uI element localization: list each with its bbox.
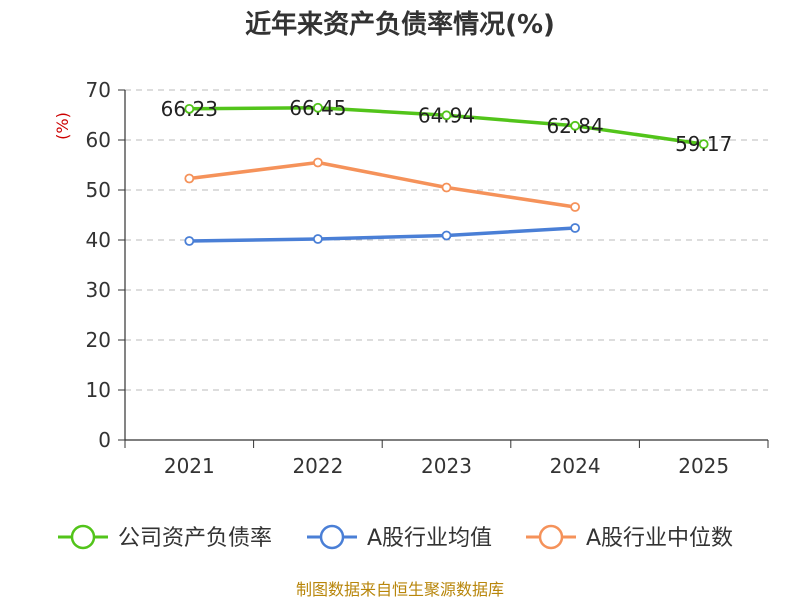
series-0-point-2024 bbox=[570, 120, 580, 131]
chart-title: 近年来资产负债率情况(%) bbox=[245, 9, 555, 40]
y-tick-label-20: 20 bbox=[86, 328, 111, 352]
series-0-point-2023 bbox=[441, 110, 452, 121]
data-label-2021: 66.23 bbox=[161, 97, 218, 121]
legend: 公司资产负债率 A股行业均值 A股行业中位数 bbox=[58, 524, 733, 551]
series-1-point-2021 bbox=[184, 236, 195, 246]
y-tick-label-40: 40 bbox=[86, 228, 111, 252]
series-1-point-2024 bbox=[570, 223, 580, 233]
y-tick-label-70: 70 bbox=[86, 78, 111, 102]
legend-item-0: 公司资产负债率 bbox=[58, 524, 272, 551]
y-tick-label-60: 60 bbox=[86, 128, 111, 152]
legend-marker-0 bbox=[70, 524, 96, 550]
x-tick-label-2023: 2023 bbox=[421, 454, 472, 478]
series-2-point-2023 bbox=[441, 182, 452, 193]
legend-item-1: A股行业均值 bbox=[307, 524, 492, 551]
legend-label-1: A股行业均值 bbox=[367, 526, 492, 551]
data-label-2024: 62.84 bbox=[546, 114, 603, 138]
legend-label-2: A股行业中位数 bbox=[586, 526, 733, 551]
series-lines bbox=[184, 102, 709, 246]
x-tick-label-2024: 2024 bbox=[550, 454, 601, 478]
legend-marker-2 bbox=[538, 524, 564, 550]
legend-item-2: A股行业中位数 bbox=[526, 524, 733, 551]
data-label-2025: 59.17 bbox=[675, 132, 732, 156]
series-0-point-2021 bbox=[184, 103, 195, 114]
series-line-1 bbox=[187, 226, 577, 243]
x-tick-label-2025: 2025 bbox=[678, 454, 729, 478]
x-tick-label-2022: 2022 bbox=[292, 454, 343, 478]
series-2-point-2021 bbox=[184, 173, 195, 184]
data-labels: 66.23 66.45 64.94 62.84 59.17 bbox=[161, 96, 733, 156]
x-tick-label-2021: 2021 bbox=[164, 454, 215, 478]
series-1-point-2023 bbox=[441, 230, 452, 241]
legend-label-0: 公司资产负债率 bbox=[118, 526, 272, 551]
series-1-point-2022 bbox=[312, 234, 323, 244]
axes: 0 10 20 30 40 50 60 70 2021 2022 2023 2024 2025 bbox=[86, 78, 769, 478]
source-note: 制图数据来自恒生聚源数据库 bbox=[296, 580, 504, 599]
series-0-point-2025 bbox=[698, 139, 709, 150]
series-0-point-2022 bbox=[312, 102, 323, 113]
y-tick-label-10: 10 bbox=[86, 378, 111, 402]
series-line-2 bbox=[187, 160, 577, 209]
y-tick-label-30: 30 bbox=[86, 278, 111, 302]
series-2-point-2022 bbox=[312, 157, 323, 168]
y-tick-label-0: 0 bbox=[98, 428, 111, 452]
y-tick-label-50: 50 bbox=[86, 178, 111, 202]
data-label-2023: 64.94 bbox=[418, 103, 475, 127]
y-axis-label: (%) bbox=[53, 112, 72, 140]
legend-marker-1 bbox=[319, 524, 345, 550]
data-label-2022: 66.45 bbox=[289, 96, 346, 120]
series-2-point-2024 bbox=[570, 202, 580, 212]
